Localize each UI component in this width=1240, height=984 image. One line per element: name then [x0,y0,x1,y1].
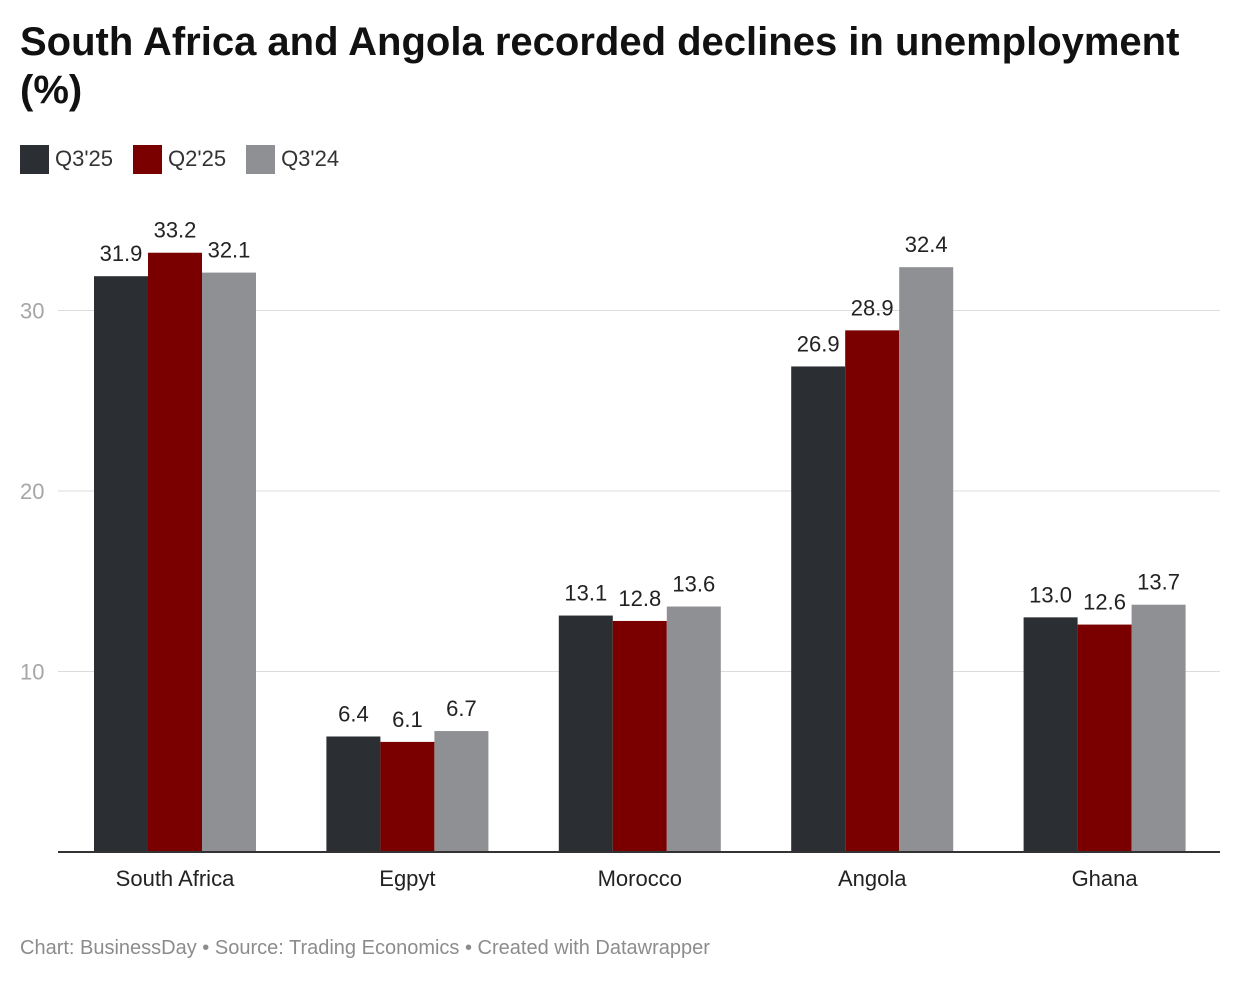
bar-egpyt-q324 [434,731,489,852]
bar-ghana-q325 [1023,617,1078,852]
value-label-egpyt-q325: 6.4 [338,701,369,726]
legend-swatch-q3-25 [20,144,49,174]
bar-morocco-q325 [558,615,613,852]
legend-label-q3-25: Q3'25 [55,146,114,171]
value-label-morocco-q225: 12.8 [618,586,661,611]
value-label-morocco-q324: 13.6 [672,572,715,597]
chart-title: South Africa and Angola recorded decline… [20,20,1180,112]
footer-source: • Source: Trading Economics [196,937,460,959]
legend-swatch-q2-25 [133,144,163,174]
value-label-south-africa-q324: 32.1 [208,238,251,263]
y-tick-label-10: 10 [20,660,44,685]
x-tick-label-egpyt: Egpyt [379,866,435,891]
bar-angola-q325 [791,366,846,852]
footer: Chart: BusinessDay • Source: Trading Eco… [20,937,710,960]
legend-swatch-q3-24 [246,144,276,174]
x-tick-label-south-africa: South Africa [116,866,235,891]
legend-label-q2-25: Q2'25 [168,146,227,171]
footer-chart-credit: Chart: BusinessDay [20,937,197,959]
value-label-egpyt-q324: 6.7 [446,696,477,721]
x-tick-label-angola: Angola [838,866,907,891]
bar-south-africa-q324 [202,272,256,853]
value-label-angola-q225: 28.9 [851,295,894,320]
x-tick-label-ghana: Ghana [1072,866,1139,891]
bar-egpyt-q325 [326,736,381,852]
bar-south-africa-q225 [148,252,202,853]
bar-chart: 10 20 30 31.9 33.2 32.1 South Africa 6.4 6.1 6.7 E… [20,218,1220,891]
bar-egpyt-q225 [380,741,435,852]
legend: Q3'25 Q2'25 Q3'24 [20,144,359,174]
bar-south-africa-q325 [94,276,148,852]
x-tick-label-morocco: Morocco [598,866,682,891]
legend-item-q3-24: Q3'24 [246,144,340,174]
y-tick-label-30: 30 [20,299,44,324]
value-label-ghana-q324: 13.7 [1137,570,1180,595]
value-label-ghana-q225: 12.6 [1083,590,1126,615]
value-label-angola-q324: 32.4 [905,232,948,257]
footer-created-with: • Created with Datawrapper [459,937,710,959]
legend-item-q2-25: Q2'25 [133,144,227,174]
bar-ghana-q225 [1077,624,1132,852]
legend-item-q3-25: Q3'25 [20,144,114,174]
bar-morocco-q324 [666,606,721,852]
value-label-egpyt-q225: 6.1 [392,707,423,732]
bar-angola-q225 [845,330,900,852]
y-tick-label-20: 20 [20,479,44,504]
bar-ghana-q324 [1131,604,1186,852]
bar-morocco-q225 [612,620,667,852]
value-label-south-africa-q325: 31.9 [100,241,143,266]
legend-label-q3-24: Q3'24 [281,146,340,171]
bar-angola-q324 [899,267,954,852]
value-label-angola-q325: 26.9 [797,331,840,356]
value-label-ghana-q325: 13.0 [1029,582,1072,607]
value-label-south-africa-q225: 33.2 [154,218,197,243]
value-label-morocco-q325: 13.1 [564,581,607,606]
